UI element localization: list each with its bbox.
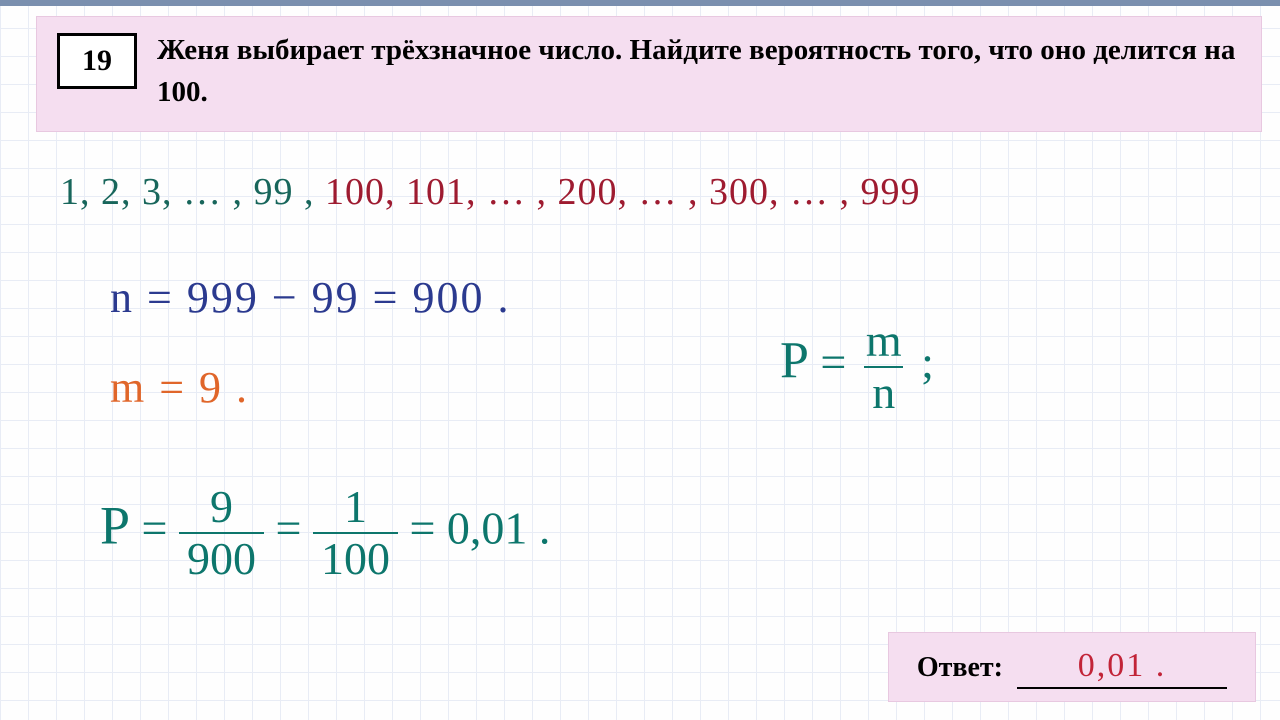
sequence-line: 1, 2, 3, … , 99 , 100, 101, … , 200, … ,…: [60, 170, 921, 214]
formula-eq: =: [820, 337, 857, 388]
calc-eq2: =: [276, 503, 313, 554]
formula-denominator: n: [864, 366, 903, 416]
answer-label: Ответ:: [917, 652, 1003, 684]
formula-tail: ;: [921, 337, 934, 388]
calc-fraction-1: 9 900: [179, 484, 264, 582]
equation-m: m = 9 .: [110, 362, 249, 413]
formula-numerator: m: [858, 318, 910, 366]
calc-fraction-2: 1 100: [313, 484, 398, 582]
formula-fraction: m n: [858, 318, 910, 416]
sequence-part-a: 1, 2, 3, … , 99 ,: [60, 171, 315, 213]
calc-P: P: [100, 496, 130, 556]
answer-box: Ответ: 0,01 .: [888, 632, 1256, 702]
top-bar: [0, 0, 1280, 6]
equation-n: n = 999 − 99 = 900 .: [110, 272, 510, 323]
calc-result: = 0,01 .: [409, 503, 550, 554]
calc-f2-num: 1: [336, 484, 375, 532]
answer-value: 0,01 .: [1078, 647, 1167, 684]
calc-eq1: =: [142, 503, 179, 554]
problem-header: 19 Женя выбирает трёхзначное число. Найд…: [36, 16, 1262, 132]
probability-calculation: P = 9 900 = 1 100 = 0,01 .: [100, 484, 550, 582]
problem-number-box: 19: [57, 33, 137, 89]
answer-line: 0,01 .: [1017, 647, 1227, 689]
calc-f1-num: 9: [202, 484, 241, 532]
formula-P: P: [780, 333, 809, 390]
problem-text: Женя выбирает трёхзначное число. Найдите…: [157, 29, 1241, 113]
calc-f2-den: 100: [313, 532, 398, 582]
calc-f1-den: 900: [179, 532, 264, 582]
sequence-part-b: 100, 101, … , 200, … , 300, … , 999: [325, 171, 921, 213]
probability-formula: P = m n ;: [780, 318, 934, 416]
